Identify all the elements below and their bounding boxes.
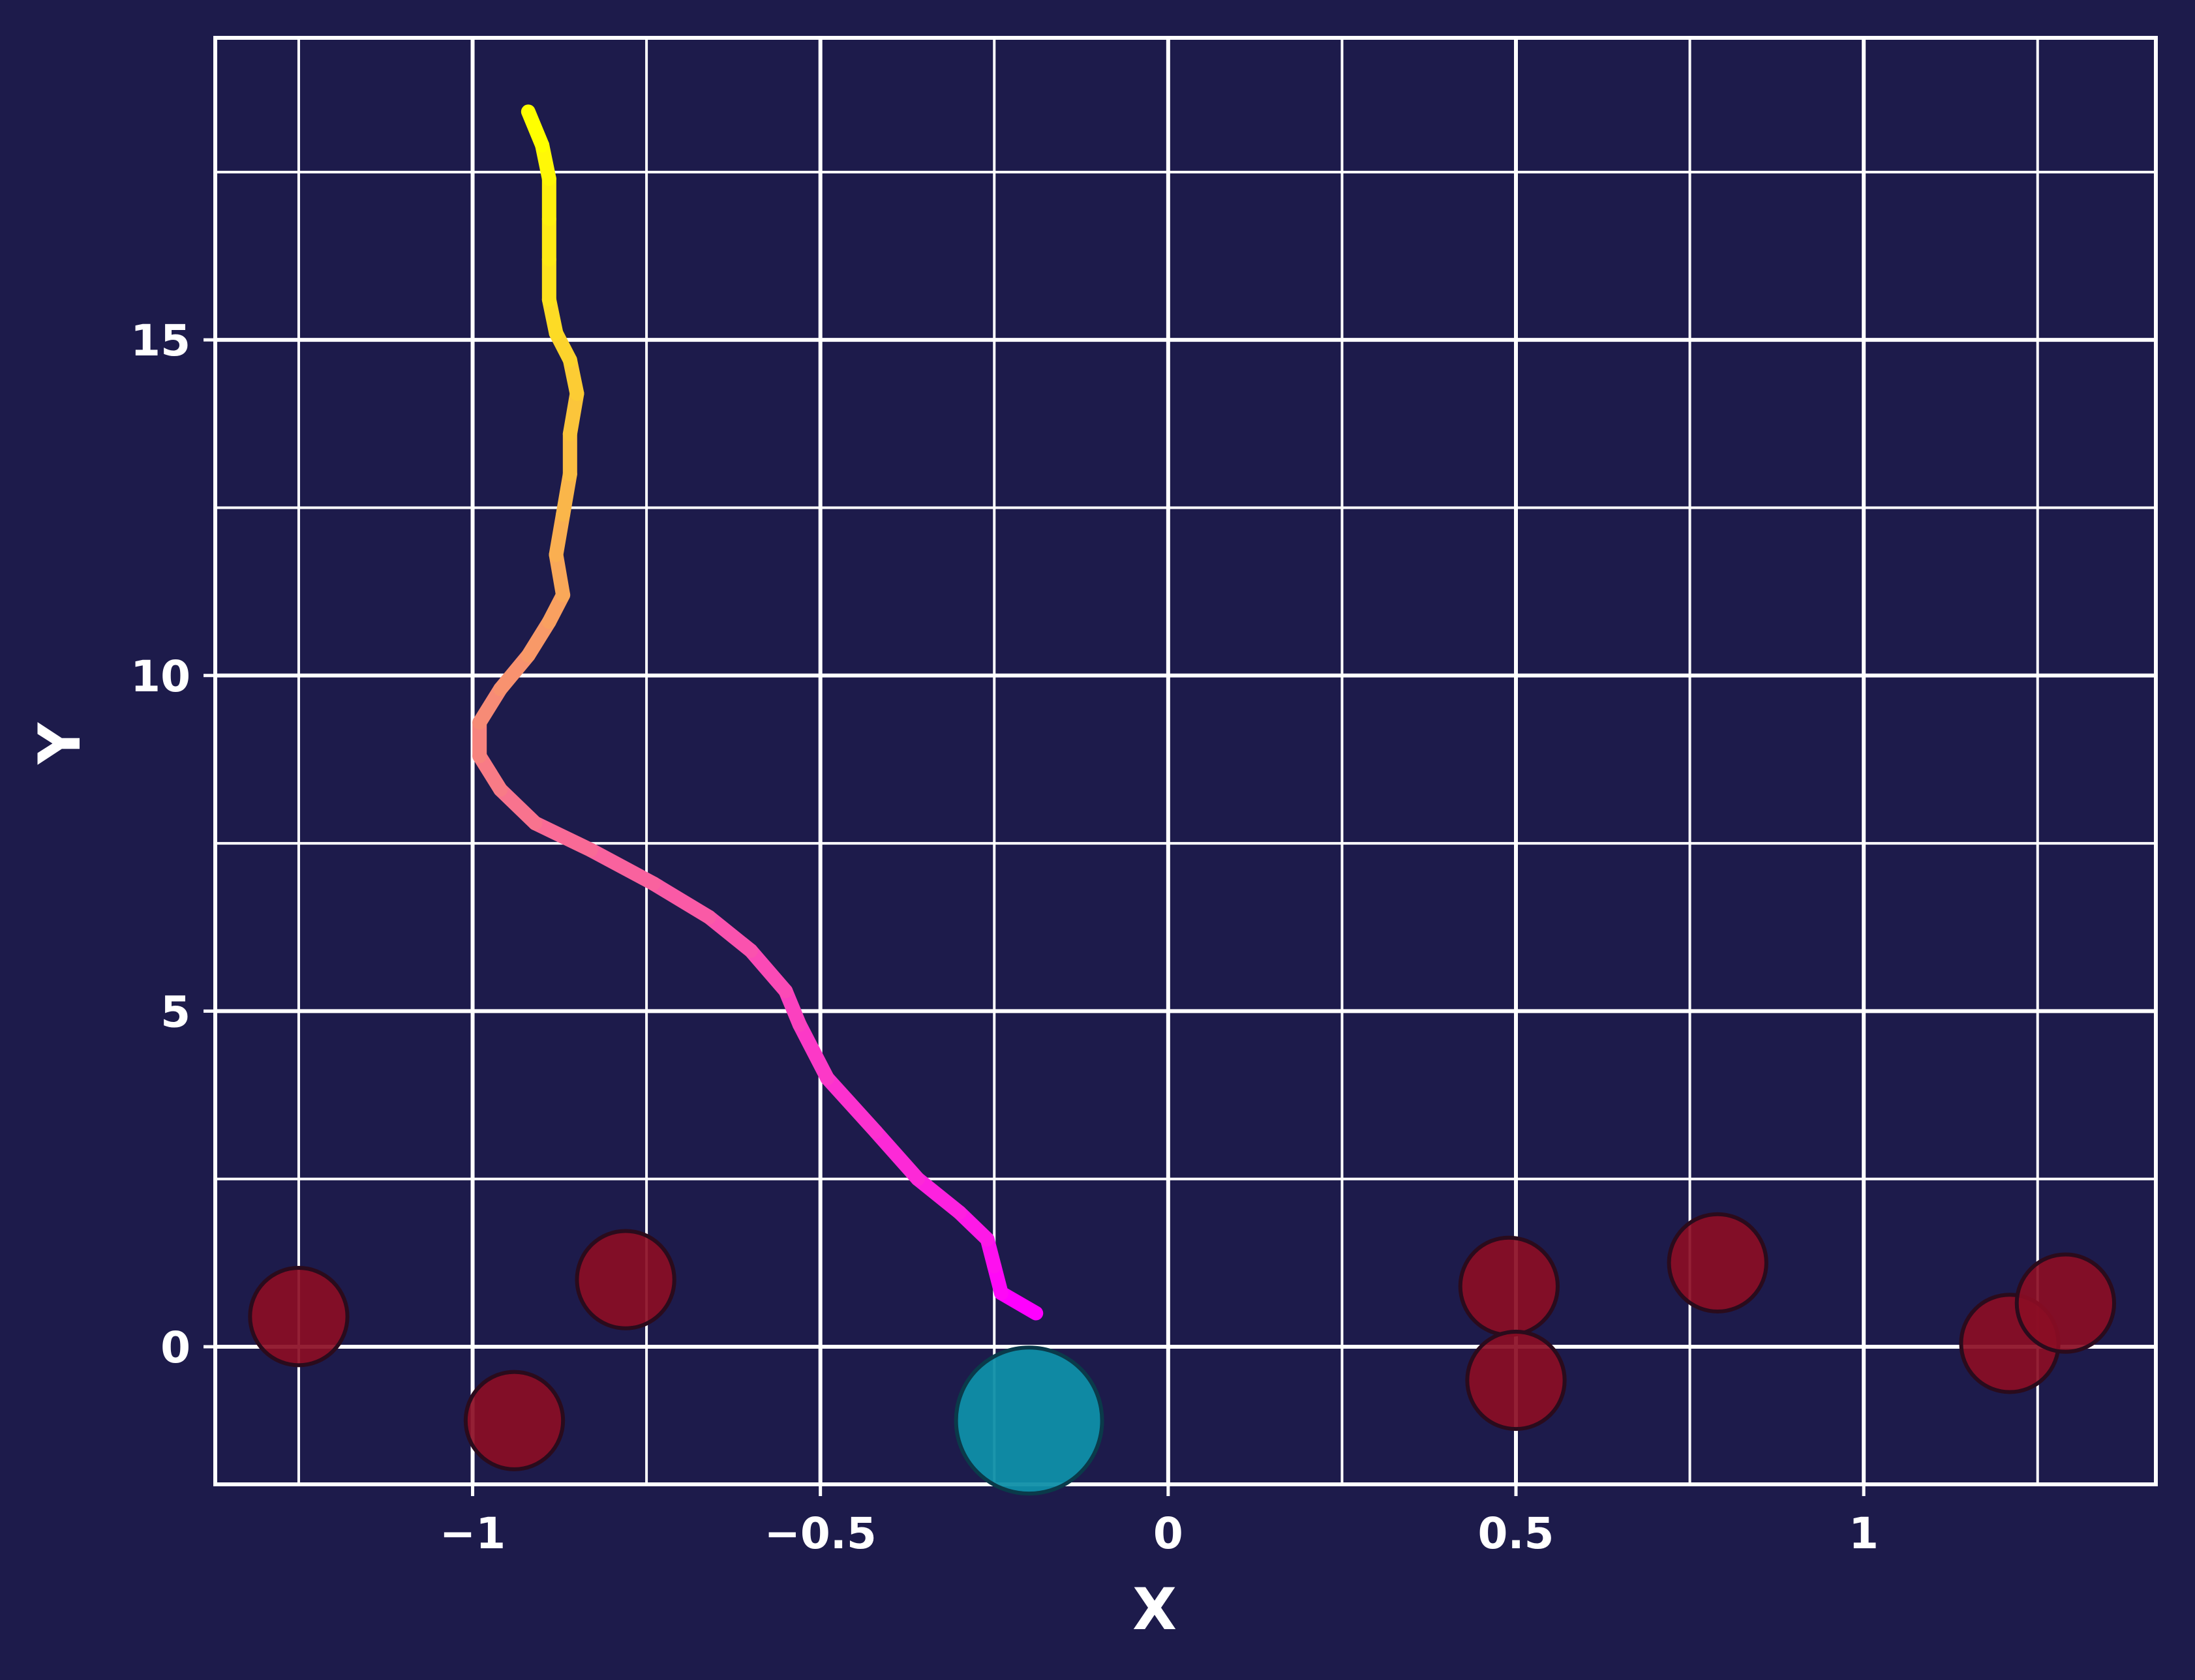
obstacle-circle: [248, 1266, 350, 1368]
goal: [954, 1345, 1104, 1496]
grid: [215, 38, 2156, 1484]
obstacle-circle: [463, 1370, 566, 1471]
obstacle-circle: [2014, 1252, 2117, 1354]
y-tick-label: 0: [160, 1323, 190, 1373]
trajectory-segment: [646, 876, 717, 925]
x-tick-label: −1: [440, 1508, 506, 1559]
y-tick-label: 5: [160, 987, 190, 1037]
x-axis-label: X: [1132, 1576, 1177, 1643]
trajectory-segment: [493, 648, 536, 697]
obstacle-circle: [1667, 1212, 1768, 1313]
trajectory-segment: [521, 104, 550, 153]
x-tick-label: 0.5: [1478, 1508, 1554, 1559]
trajectory-segment: [493, 782, 543, 831]
x-tick-label: −0.5: [764, 1508, 877, 1559]
trajectory-segment: [792, 1017, 835, 1086]
y-tick-label: 15: [130, 316, 190, 366]
y-axis-label: Y: [26, 722, 93, 765]
plot-frame: [213, 36, 2158, 1486]
trajectory-segment: [868, 1124, 925, 1186]
x-tick-label: 0: [1153, 1508, 1183, 1559]
obstacle-circle: [1465, 1329, 1567, 1432]
trajectory-segment: [702, 910, 759, 958]
trajectory-segment: [583, 843, 661, 891]
obstacles: [248, 1212, 2117, 1471]
trajectory-path: [472, 104, 1044, 1321]
trajectory-segment: [744, 943, 793, 998]
x-tick-label: 1: [1849, 1508, 1879, 1559]
axis-ticks: [204, 338, 1866, 1496]
obstacle-circle: [575, 1229, 676, 1330]
goal-circle: [954, 1345, 1104, 1496]
trajectory-segment: [820, 1071, 883, 1139]
obstacle-circle: [1458, 1235, 1560, 1338]
trajectory-segment: [910, 1171, 967, 1220]
y-tick-label: 10: [130, 652, 190, 702]
trajectory-segment: [528, 816, 598, 858]
